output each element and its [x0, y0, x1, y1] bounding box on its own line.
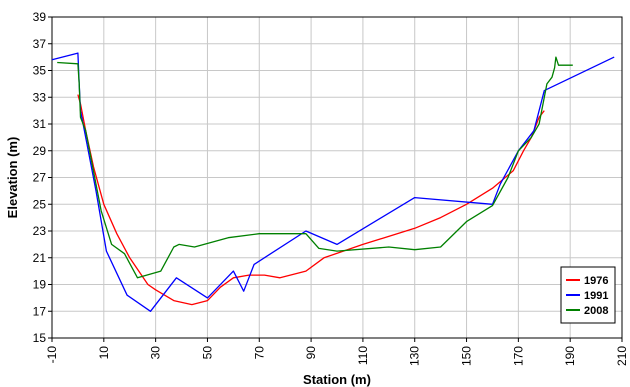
x-tick-label: 150	[460, 346, 474, 366]
series-line-1976	[77, 94, 545, 306]
x-tick-label: 10	[97, 346, 111, 360]
legend-entry-2008: 2008	[584, 305, 608, 317]
y-tick-label: 35	[33, 64, 47, 78]
x-axis-ticks: -10 10 30 50 70 90 110 130 150 170 190 210	[45, 338, 629, 366]
y-tick-label: 17	[33, 304, 47, 318]
y-tick-label: 39	[33, 10, 47, 24]
x-tick-label: 110	[356, 346, 370, 365]
y-tick-label: 15	[33, 331, 47, 345]
y-tick-label: 23	[33, 224, 47, 238]
y-tick-label: 21	[33, 251, 47, 265]
y-axis-ticks: 15 17 19 21 23 25 27 29 31 33 35 37 39	[33, 10, 52, 345]
legend-entry-1991: 1991	[584, 290, 608, 302]
series-layer	[51, 52, 615, 312]
y-axis-title: Elevation (m)	[5, 137, 20, 219]
x-tick-label: 190	[563, 346, 577, 366]
x-tick-label: 210	[615, 346, 629, 366]
y-tick-label: 19	[33, 278, 47, 292]
x-tick-label: 70	[252, 346, 266, 360]
x-tick-label: 90	[304, 346, 318, 360]
x-tick-label: 50	[200, 346, 214, 360]
series-line-1991	[51, 52, 615, 312]
series-line-2008	[57, 56, 573, 279]
legend: 1976 1991 2008	[560, 266, 616, 324]
x-tick-label: 130	[408, 346, 422, 366]
x-tick-label: 30	[149, 346, 163, 360]
legend-entry-1976: 1976	[584, 275, 608, 287]
y-tick-label: 37	[33, 37, 47, 51]
y-tick-label: 31	[33, 117, 47, 131]
x-tick-label: -10	[45, 346, 59, 364]
x-tick-label: 170	[511, 346, 525, 366]
x-axis-title: Station (m)	[303, 372, 371, 387]
y-tick-label: 25	[33, 197, 47, 211]
y-tick-label: 33	[33, 90, 47, 104]
y-tick-label: 27	[33, 171, 47, 185]
y-tick-label: 29	[33, 144, 47, 158]
